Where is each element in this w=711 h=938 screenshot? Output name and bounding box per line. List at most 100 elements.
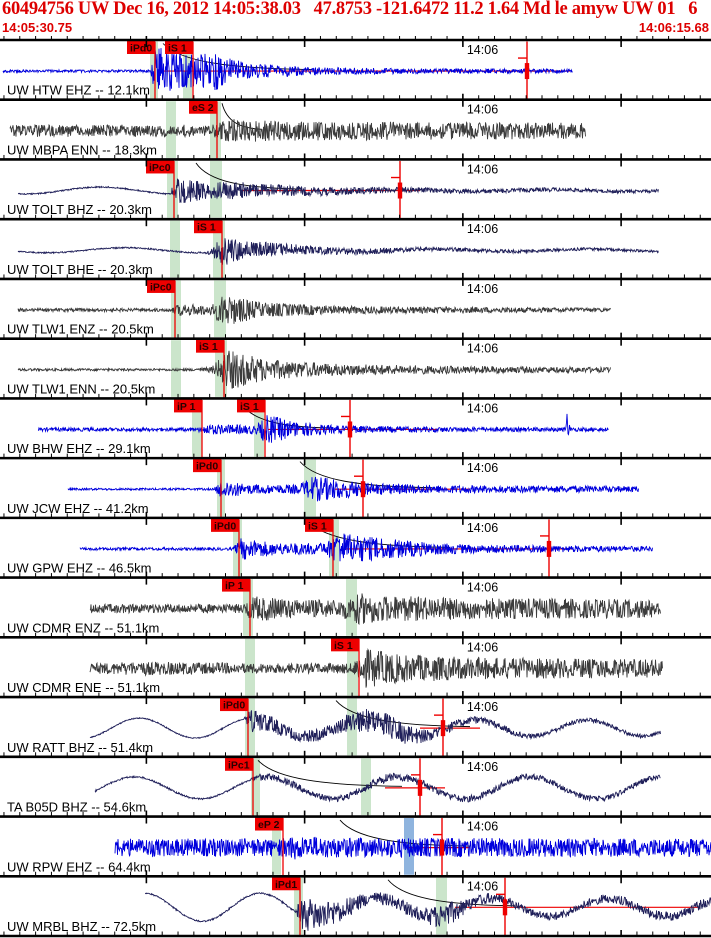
coda-decay-curve (387, 879, 516, 907)
coda-marker-handle[interactable] (417, 779, 423, 796)
arrival-window-band (150, 41, 158, 99)
phase-pick-label: iP 1 (177, 401, 196, 413)
coda-marker-handle[interactable] (524, 63, 530, 80)
phase-pick-label: iPc0 (149, 162, 171, 174)
phase-pick-flag[interactable] (225, 757, 253, 771)
coda-decay-curve (299, 461, 433, 489)
trace-panel-JCW[interactable]: 14:06 iPd0 UW JCW EHZ -- 41.2km (7, 459, 639, 517)
trace-panel-MBPA[interactable]: 14:06 eS 2 UW MBPA ENN -- 18.3km (7, 100, 586, 159)
trace-panel-CDMR-E[interactable]: 14:06 iS 1 UW CDMR ENE -- 51.1km (7, 638, 663, 697)
trace-panel-TOLT-E[interactable]: 14:06 iS 1 UW TOLT BHE -- 20.3km (7, 220, 659, 278)
station-label-JCW[interactable]: UW JCW EHZ -- 41.2km (7, 501, 149, 516)
coda-marker-handle[interactable] (347, 421, 353, 438)
trace-panel-TOLT-Z[interactable]: 14:06 iPc0 UW TOLT BHZ -- 20.3km (7, 160, 659, 219)
phase-pick-flag[interactable] (255, 817, 283, 831)
phase-pick-label: eS 2 (192, 102, 214, 114)
phase-pick-flag[interactable] (222, 578, 250, 592)
minute-label: 14:06 (467, 879, 498, 893)
coda-marker-handle[interactable] (546, 540, 552, 557)
arrival-window-band (210, 101, 221, 158)
station-label-CDMR-E[interactable]: UW CDMR ENE -- 51.1km (7, 680, 160, 695)
station-label-TOLT-E[interactable]: UW TOLT BHE -- 20.3km (7, 262, 153, 277)
phase-pick-flag[interactable] (127, 41, 155, 54)
phase-pick-flag[interactable] (165, 41, 193, 54)
phase-pick-flag[interactable] (211, 518, 239, 532)
station-label-RPW[interactable]: UW RPW EHZ -- 64.4km (7, 859, 151, 874)
station-label-CDMR-Z[interactable]: UW CDMR ENZ -- 51.1km (7, 620, 159, 635)
minute-label: 14:06 (467, 342, 498, 356)
phase-pick-flag[interactable] (305, 518, 333, 532)
phase-pick-flag[interactable] (146, 160, 174, 174)
waveform-HTW[interactable] (2, 48, 573, 91)
minute-label: 14:06 (467, 640, 498, 654)
coda-marker-handle[interactable] (502, 899, 508, 916)
phase-pick-flag[interactable] (196, 339, 224, 353)
station-label-RATT[interactable]: UW RATT BHZ -- 51.4km (7, 740, 153, 755)
coda-marker-handle[interactable] (439, 839, 445, 856)
window-end-time: 14:06:15.68 (638, 20, 709, 35)
coda-marker-handle[interactable] (397, 182, 403, 199)
arrival-window-band (210, 160, 222, 218)
station-label-HTW[interactable]: UW HTW EHZ -- 12.1km (7, 83, 150, 98)
waveform-TOLT-Z[interactable] (17, 178, 659, 204)
window-start-time: 14:05:30.75 (2, 20, 73, 35)
waveform-B05D[interactable] (94, 772, 661, 803)
phase-pick-label: iS 1 (197, 222, 216, 234)
trace-panel-BHW[interactable]: 14:06 iP 1 iS 1 UW BHW EHZ -- 29.1km (7, 399, 609, 458)
waveform-BHW[interactable] (37, 413, 609, 443)
station-label-B05D[interactable]: TA B05D BHZ -- 54.6km (7, 800, 146, 815)
phase-pick-flag[interactable] (220, 698, 248, 712)
coda-marker-handle[interactable] (440, 720, 446, 737)
trace-panel-TLW1-N[interactable]: 14:06 iS 1 UW TLW1 ENN -- 20.5km (7, 339, 611, 398)
trace-panel-RPW[interactable]: 14:06 eP 2 UW RPW EHZ -- 64.4km (7, 817, 711, 876)
minute-label: 14:06 (467, 282, 498, 296)
arrival-window-band (245, 698, 255, 756)
phase-pick-flag[interactable] (272, 877, 300, 891)
trace-panel-RATT[interactable]: 14:06 iPd0 UW RATT BHZ -- 51.4km (7, 698, 661, 756)
arrival-window-band (192, 399, 202, 457)
trace-panel-CDMR-Z[interactable]: 14:06 iP 1 UW CDMR ENZ -- 51.1km (7, 578, 661, 637)
phase-pick-label: iPd0 (214, 520, 236, 532)
coda-marker-handle[interactable] (360, 481, 366, 498)
waveform-CDMR-Z[interactable] (89, 593, 661, 625)
phase-pick-flag[interactable] (189, 100, 217, 114)
waveform-MBPA[interactable] (9, 119, 586, 142)
waveform-RPW[interactable] (114, 836, 711, 860)
minute-label: 14:06 (467, 103, 498, 117)
waveform-JCW[interactable] (67, 476, 639, 502)
phase-pick-flag[interactable] (194, 220, 222, 234)
minute-label: 14:06 (467, 43, 498, 57)
arrival-window-band (436, 877, 447, 935)
phase-pick-label: iPd0 (196, 461, 218, 473)
station-label-TLW1-Z[interactable]: UW TLW1 ENZ -- 20.5km (7, 322, 154, 337)
station-label-BHW[interactable]: UW BHW EHZ -- 29.1km (7, 441, 151, 456)
trace-panel-HTW[interactable]: 14:06 iPd0 iS 1 UW HTW EHZ -- 12.1km (2, 41, 573, 99)
station-label-TOLT-Z[interactable]: UW TOLT BHZ -- 20.3km (7, 202, 152, 217)
trace-panel-TLW1-Z[interactable]: 14:06 iPc0 UW TLW1 ENZ -- 20.5km (7, 279, 611, 338)
waveform-MRBL[interactable] (145, 892, 711, 931)
phase-pick-flag[interactable] (174, 399, 202, 413)
phase-pick-flag[interactable] (331, 638, 359, 652)
station-label-TLW1-N[interactable]: UW TLW1 ENN -- 20.5km (7, 381, 155, 396)
trace-panel-MRBL[interactable]: 14:06 iPd1 UW MRBL BHZ -- 72.5km (7, 877, 711, 935)
waveform-CDMR-E[interactable] (89, 648, 663, 688)
station-label-MRBL[interactable]: UW MRBL BHZ -- 72.5km (7, 919, 156, 934)
phase-pick-label: iP 1 (225, 580, 244, 592)
station-label-GPW[interactable]: UW GPW EHZ -- 46.5km (7, 561, 151, 576)
waveform-RATT[interactable] (89, 708, 661, 744)
phase-pick-flag[interactable] (193, 459, 221, 473)
coda-decay-curve (257, 759, 403, 787)
minute-label: 14:06 (467, 581, 498, 595)
waveform-GPW[interactable] (79, 533, 653, 562)
waveform-TLW1-N[interactable] (17, 350, 611, 389)
trace-panel-GPW[interactable]: 14:06 iPd0 iS 1 UW GPW EHZ -- 46.5km (7, 518, 653, 577)
trace-panel-B05D[interactable]: 14:06 iPc1 TA B05D BHZ -- 54.6km (7, 757, 661, 816)
phase-pick-flag[interactable] (237, 399, 265, 413)
phase-pick-label: iPd0 (130, 43, 152, 55)
station-label-MBPA[interactable]: UW MBPA ENN -- 18.3km (7, 142, 157, 157)
minute-label: 14:06 (467, 521, 498, 535)
waveform-TOLT-E[interactable] (17, 238, 659, 265)
waveform-TLW1-Z[interactable] (17, 296, 611, 324)
phase-pick-flag[interactable] (147, 279, 175, 293)
